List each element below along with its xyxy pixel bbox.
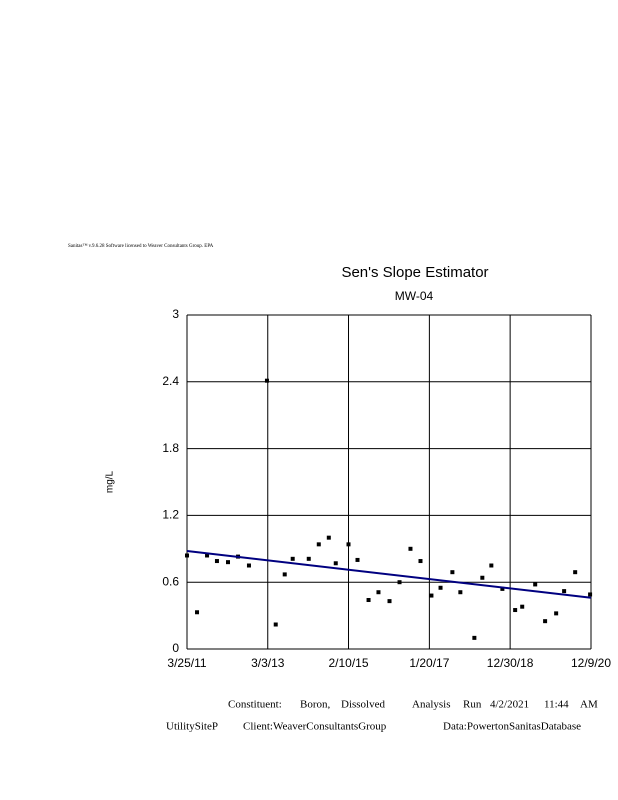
y-tick-label: 1.2: [162, 508, 179, 522]
point: [562, 589, 567, 594]
footer-text: Data:PowertonSanitasDatabase: [443, 721, 581, 733]
point: [573, 570, 578, 575]
point: [513, 608, 518, 613]
x-tick-label: 1/20/17: [409, 656, 449, 670]
point: [554, 611, 559, 616]
point: [195, 610, 200, 615]
x-tick-label: 12/30/18: [487, 656, 534, 670]
point: [376, 590, 381, 595]
y-tick-label: 1.8: [162, 441, 179, 455]
x-tick-label: 3/3/13: [251, 656, 285, 670]
footer-text: Client:WeaverConsultantsGroup: [243, 721, 387, 733]
header: Sanitas™ v.9.6.28 Software licensed to W…: [68, 243, 214, 249]
footer-text: AM: [580, 699, 598, 711]
y-axis-label: mg/L: [105, 470, 116, 493]
point: [226, 560, 231, 565]
point: [588, 592, 593, 597]
point: [290, 556, 295, 561]
point: [205, 553, 210, 558]
point: [408, 546, 413, 551]
x-tick-label: 2/10/15: [328, 656, 368, 670]
footer-text: Boron,: [300, 699, 331, 711]
chart-subtitle: MW-04: [395, 289, 434, 303]
point: [264, 378, 269, 383]
point: [273, 622, 278, 627]
y-tick-label: 0.6: [162, 574, 179, 588]
point: [472, 635, 477, 640]
point: [214, 559, 219, 564]
point: [355, 557, 360, 562]
footer-text: UtilitySiteP: [166, 721, 218, 733]
point: [397, 580, 402, 585]
point: [480, 575, 485, 580]
point: [316, 542, 321, 547]
footer-text: Run: [463, 699, 482, 711]
point: [458, 590, 463, 595]
point: [438, 585, 443, 590]
footer-text: 4/2/2021: [490, 699, 529, 711]
point: [429, 593, 434, 598]
y-tick-label: 0: [172, 641, 179, 655]
point: [326, 535, 331, 540]
footer-text: Dissolved: [341, 699, 386, 711]
point: [543, 619, 548, 624]
point: [366, 598, 371, 603]
x-tick-label: 12/9/20: [571, 656, 611, 670]
chart-title: Sen's Slope Estimator: [341, 264, 488, 281]
point: [333, 561, 338, 566]
y-tick-label: 2.4: [162, 374, 179, 388]
point: [387, 599, 392, 604]
point: [346, 542, 351, 547]
point: [418, 559, 423, 564]
point: [533, 582, 538, 587]
point: [520, 604, 525, 609]
point: [489, 563, 494, 568]
footer-text: Analysis: [412, 699, 451, 711]
footer-text: 11:44: [544, 699, 569, 711]
point: [500, 586, 505, 591]
point: [450, 570, 455, 575]
point: [306, 556, 311, 561]
x-tick-label: 3/25/11: [167, 656, 206, 670]
point: [282, 572, 287, 577]
trend-line: [186, 550, 592, 599]
point: [185, 553, 189, 558]
point: [246, 563, 251, 568]
y-tick-label: 3: [172, 307, 179, 321]
footer-text: Constituent:: [228, 699, 282, 711]
